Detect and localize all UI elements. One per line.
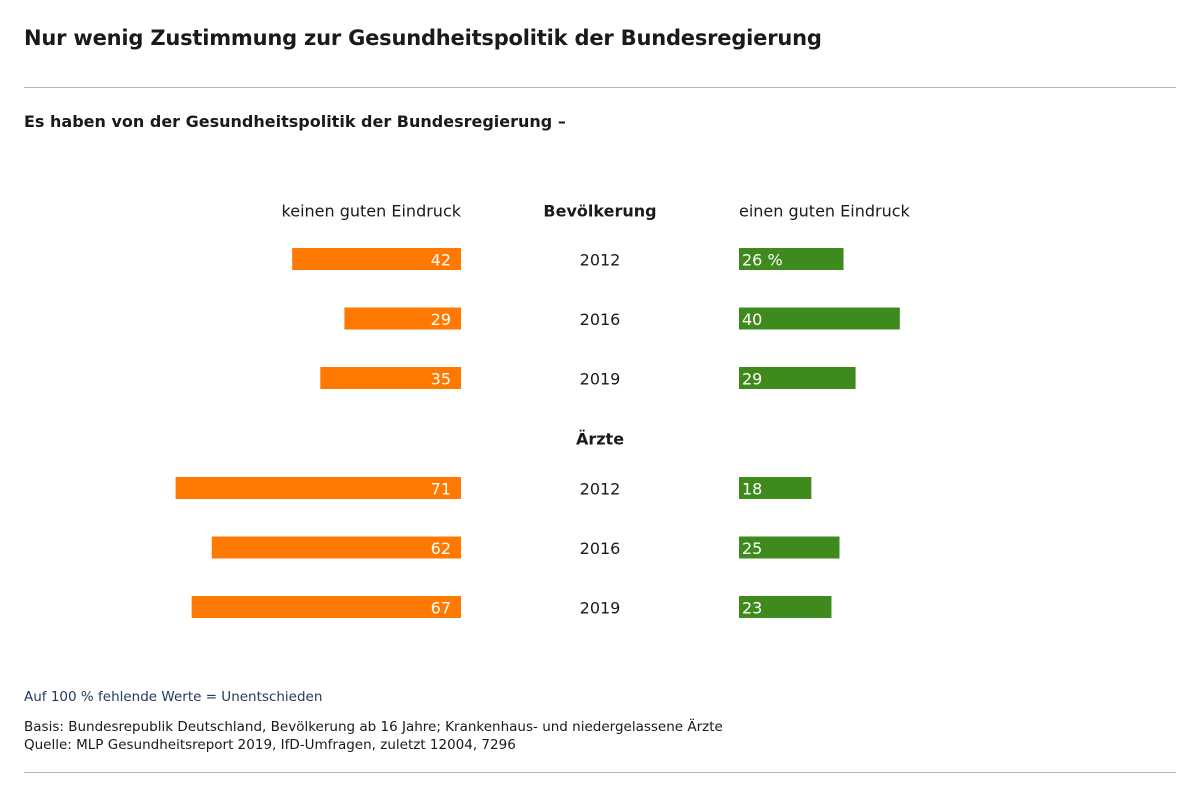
year-label: 2012 <box>580 480 621 499</box>
bar-negative-0-2016 <box>344 307 461 330</box>
bar-positive-0-2016 <box>739 307 900 330</box>
right-column-header: einen guten Eindruck <box>739 202 911 221</box>
bar-negative-label: 67 <box>431 599 451 618</box>
bar-negative-label: 71 <box>431 480 451 499</box>
bar-positive-0-2012 <box>739 248 844 270</box>
bar-negative-1-2016 <box>211 536 461 559</box>
bar-positive-1-2019 <box>739 596 832 618</box>
bar-negative-0-2019 <box>320 367 461 389</box>
bar-positive-label: 23 <box>742 599 762 618</box>
year-label: 2012 <box>580 251 621 270</box>
footnote-missing-values: Auf 100 % fehlende Werte = Unentschieden <box>24 689 323 705</box>
chart-title: Nur wenig Zustimmung zur Gesundheitspoli… <box>24 26 822 50</box>
year-label: 2016 <box>580 310 621 329</box>
bar-negative-0-2012 <box>292 248 461 270</box>
diverging-bar-chart: keinen guten Eindruck einen guten Eindruc… <box>175 202 911 618</box>
bar-positive-1-2016 <box>739 536 840 559</box>
bottom-divider <box>24 772 1176 773</box>
bar-positive-label: 29 <box>742 370 762 389</box>
bar-negative-label: 42 <box>431 251 451 270</box>
bar-positive-label: 25 <box>742 539 762 558</box>
left-column-header: keinen guten Eindruck <box>282 202 462 221</box>
footnote-source: Quelle: MLP Gesundheitsreport 2019, IfD-… <box>24 737 516 753</box>
top-divider <box>24 87 1176 88</box>
year-label: 2016 <box>580 539 621 558</box>
bar-negative-label: 62 <box>431 539 451 558</box>
bar-positive-label: 26 % <box>742 251 783 270</box>
bar-negative-1-2019 <box>191 596 461 618</box>
bar-positive-1-2012 <box>739 477 812 499</box>
footnote-basis: Basis: Bundesrepublik Deutschland, Bevöl… <box>24 719 723 735</box>
bar-positive-0-2019 <box>739 367 856 389</box>
chart-subtitle: Es haben von der Gesundheitspolitik der … <box>24 112 566 131</box>
bar-positive-label: 18 <box>742 480 762 499</box>
year-label: 2019 <box>580 599 621 618</box>
bar-negative-label: 29 <box>431 310 451 329</box>
bar-negative-label: 35 <box>431 370 451 389</box>
bar-negative-1-2012 <box>175 477 461 499</box>
bar-positive-label: 40 <box>742 310 762 329</box>
year-label: 2019 <box>580 370 621 389</box>
group-label-bevoelkerung: Bevölkerung <box>543 202 656 221</box>
group-label-aerzte: Ärzte <box>576 430 624 449</box>
